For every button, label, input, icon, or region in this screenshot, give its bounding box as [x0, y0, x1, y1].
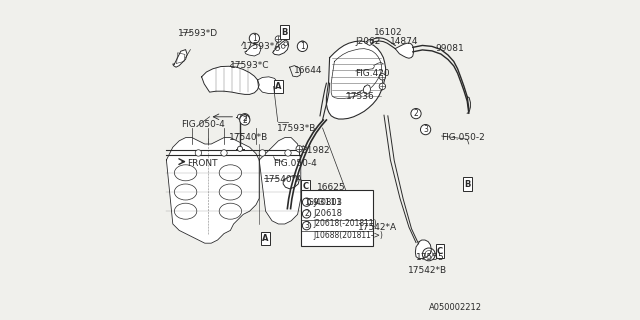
Text: B: B — [282, 28, 288, 36]
Text: 2: 2 — [243, 116, 247, 124]
Text: FIG.050-2: FIG.050-2 — [442, 133, 485, 142]
Polygon shape — [173, 50, 187, 67]
Text: B: B — [464, 180, 470, 188]
Circle shape — [422, 248, 435, 261]
Text: A: A — [262, 234, 269, 243]
Text: 17593*A: 17593*A — [242, 42, 281, 51]
Text: 17593*D: 17593*D — [178, 29, 218, 38]
Polygon shape — [366, 39, 372, 45]
Polygon shape — [326, 41, 385, 119]
Text: 3: 3 — [304, 221, 309, 230]
FancyBboxPatch shape — [463, 177, 472, 191]
Text: 17540*A: 17540*A — [264, 175, 303, 184]
Circle shape — [302, 221, 311, 230]
Circle shape — [300, 41, 306, 47]
Circle shape — [302, 210, 311, 218]
Text: 17540*B: 17540*B — [229, 133, 268, 142]
Text: FIG.420: FIG.420 — [355, 69, 390, 78]
Circle shape — [420, 124, 431, 135]
Circle shape — [240, 114, 250, 123]
Text: 2: 2 — [243, 114, 247, 123]
Text: 17536: 17536 — [346, 92, 374, 100]
Text: 2: 2 — [413, 109, 419, 118]
Text: C: C — [303, 182, 308, 191]
Polygon shape — [245, 44, 261, 56]
Circle shape — [249, 33, 260, 44]
Text: J2062: J2062 — [355, 37, 381, 46]
FancyBboxPatch shape — [435, 244, 445, 258]
Text: C: C — [437, 247, 443, 256]
FancyBboxPatch shape — [301, 180, 310, 193]
Text: G93111: G93111 — [307, 198, 342, 207]
Text: FIG.050-4: FIG.050-4 — [274, 159, 317, 168]
Polygon shape — [415, 240, 431, 259]
Text: 1: 1 — [252, 34, 257, 43]
Circle shape — [297, 41, 307, 52]
Text: 99081: 99081 — [435, 44, 464, 52]
Text: 16625: 16625 — [317, 183, 346, 192]
Text: 1: 1 — [304, 198, 309, 207]
Text: 17542*A: 17542*A — [358, 223, 397, 232]
Circle shape — [275, 36, 282, 42]
Text: 17555: 17555 — [416, 253, 445, 262]
Text: 3: 3 — [423, 125, 428, 134]
Text: 31982: 31982 — [301, 146, 330, 155]
Polygon shape — [396, 43, 413, 58]
Circle shape — [195, 150, 202, 156]
Bar — [301, 190, 372, 246]
Text: 1: 1 — [300, 42, 305, 51]
Polygon shape — [258, 77, 279, 93]
Circle shape — [302, 198, 311, 206]
Circle shape — [296, 146, 302, 152]
Text: FRONT: FRONT — [187, 159, 218, 168]
Circle shape — [237, 114, 243, 119]
Polygon shape — [259, 138, 301, 224]
Text: 17542*B: 17542*B — [408, 266, 447, 275]
Circle shape — [301, 196, 313, 207]
Circle shape — [379, 74, 385, 80]
FancyBboxPatch shape — [274, 80, 283, 93]
FancyBboxPatch shape — [280, 25, 289, 39]
Circle shape — [240, 115, 250, 125]
Circle shape — [237, 146, 243, 151]
Circle shape — [285, 150, 291, 156]
Polygon shape — [202, 66, 259, 94]
Circle shape — [259, 150, 266, 156]
FancyBboxPatch shape — [261, 232, 270, 245]
Circle shape — [379, 83, 385, 90]
Circle shape — [221, 150, 227, 156]
Text: FIG.050-4: FIG.050-4 — [181, 120, 225, 129]
Text: 2: 2 — [304, 209, 309, 219]
Text: A: A — [275, 82, 282, 91]
Text: 16102: 16102 — [374, 28, 403, 36]
Text: J20618(-201811): J20618(-201811) — [313, 219, 376, 228]
Circle shape — [411, 108, 421, 119]
Polygon shape — [273, 40, 289, 55]
Text: 17593*C: 17593*C — [230, 61, 270, 70]
Text: 16644: 16644 — [294, 66, 323, 75]
Text: J20618: J20618 — [313, 209, 342, 219]
Text: J40803: J40803 — [313, 198, 342, 207]
Polygon shape — [283, 175, 300, 189]
Text: J10688(201811->): J10688(201811->) — [313, 231, 383, 240]
Polygon shape — [364, 85, 371, 94]
Text: A050002212: A050002212 — [429, 303, 482, 312]
Polygon shape — [166, 138, 259, 243]
Text: 17593*B: 17593*B — [277, 124, 316, 132]
Text: 14874: 14874 — [390, 37, 419, 46]
